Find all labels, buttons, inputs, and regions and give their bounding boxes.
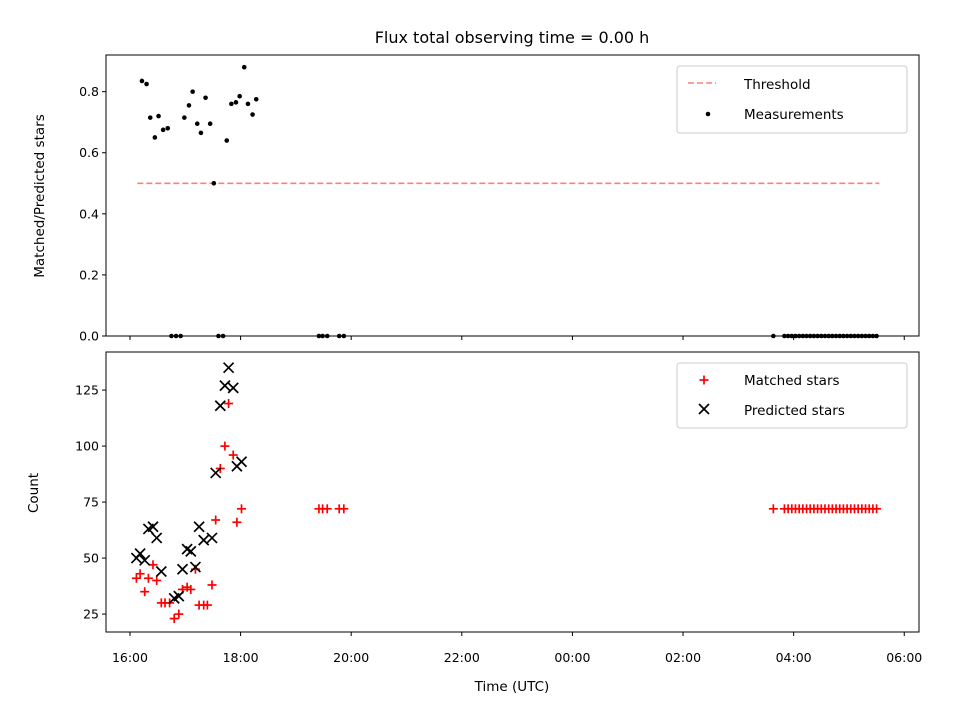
- top-y-tick-label: 0.8: [79, 84, 99, 99]
- matched-star-point: [152, 575, 162, 585]
- matched-star-point: [322, 504, 332, 514]
- bottom-axes-frame: [105, 351, 920, 633]
- predicted-star-point: [227, 382, 239, 394]
- measurement-point: [160, 127, 166, 133]
- bottom-axis-ticks: 25 50 75 100 125 16:00 18:00 20:00 22:00 00:00 02:…: [75, 383, 922, 665]
- bottom-x-tick-label: 02:00: [665, 650, 701, 665]
- predicted-star-point: [151, 532, 163, 544]
- matched-star-point: [202, 600, 212, 610]
- predicted-star-point: [214, 400, 226, 412]
- top-y-axis-label: Matched/Predicted stars: [32, 114, 48, 277]
- bottom-x-tick-label: 16:00: [112, 650, 148, 665]
- matched-star-point: [169, 614, 179, 624]
- predicted-star-point: [173, 590, 185, 602]
- measurement-point: [250, 112, 255, 117]
- measurement-point: [139, 78, 145, 84]
- matched-star-point: [232, 517, 242, 527]
- predicted-star-point: [219, 379, 231, 392]
- top-chart-title: Flux total observing time = 0.00 h: [375, 28, 650, 47]
- matched-star-point: [339, 504, 349, 514]
- measurement-point: [211, 180, 217, 186]
- bottom-x-tick-label: 04:00: [776, 650, 812, 665]
- top-y-tick-label: 0.4: [79, 206, 99, 221]
- matched-star-point: [143, 573, 153, 583]
- top-axes-frame: [105, 54, 920, 337]
- top-y-tick-label: 0.2: [79, 267, 99, 282]
- top-y-tick-label: 0.0: [79, 329, 99, 344]
- bottom-x-tick-label: 18:00: [223, 650, 259, 665]
- legend-predicted-marker: [698, 403, 710, 415]
- bottom-x-tick-label: 20:00: [333, 650, 369, 665]
- predicted-star-point: [189, 561, 202, 573]
- top-axis-ticks: 0.0 0.2 0.4 0.6 0.8: [79, 84, 905, 344]
- measurement-point: [147, 115, 153, 120]
- measurement-point: [165, 126, 171, 131]
- matched-star-point: [174, 609, 184, 619]
- legend-threshold-label: Threshold: [743, 77, 811, 93]
- top-y-tick-label: 0.6: [79, 145, 99, 160]
- measurement-point: [233, 100, 239, 105]
- measurement-point: [224, 138, 230, 143]
- bottom-y-tick-label: 125: [75, 383, 99, 398]
- matched-star-point: [237, 504, 246, 514]
- predicted-star-point: [206, 532, 218, 544]
- measurement-point: [237, 93, 242, 99]
- legend-predicted-label: Predicted stars: [744, 403, 845, 419]
- legend-matched-label: Matched stars: [744, 373, 840, 389]
- measurement-point: [194, 121, 200, 127]
- measurement-point: [241, 64, 247, 70]
- measurement-point: [229, 101, 234, 107]
- matched-star-point: [220, 441, 230, 451]
- predicted-star-point: [147, 521, 159, 533]
- matched-star-point: [228, 450, 238, 460]
- legend-matched-marker: [699, 375, 709, 385]
- measurement-point: [182, 115, 187, 120]
- measurement-point: [190, 89, 195, 94]
- bottom-y-axis-label: Count: [26, 473, 42, 513]
- bottom-y-tick-label: 50: [83, 551, 99, 566]
- top-legend-box: [676, 65, 908, 134]
- measurement-point: [144, 81, 149, 87]
- measurement-point: [207, 121, 213, 127]
- measurement-point: [152, 135, 158, 140]
- predicted-star-point: [176, 563, 189, 575]
- bottom-x-tick-label: 22:00: [444, 650, 480, 665]
- matched-star-point: [186, 584, 196, 594]
- bottom-y-tick-label: 100: [75, 439, 99, 454]
- measurement-point: [253, 96, 259, 102]
- measurement-point: [245, 101, 251, 107]
- measurement-point: [156, 113, 161, 119]
- matched-star-point: [768, 504, 778, 514]
- predicted-star-point: [155, 565, 167, 578]
- bottom-plot-marks: [130, 362, 882, 624]
- bottom-y-tick-label: 75: [83, 495, 99, 510]
- bottom-x-axis-label: Time (UTC): [474, 679, 550, 695]
- matched-star-point: [135, 569, 145, 579]
- predicted-star-point: [193, 521, 205, 533]
- predicted-star-point: [222, 362, 235, 374]
- bottom-x-tick-label: 06:00: [886, 650, 922, 665]
- matched-star-point: [872, 504, 882, 514]
- top-legend: Threshold Measurements: [676, 65, 908, 134]
- matched-star-point: [207, 580, 217, 590]
- measurement-point: [203, 95, 208, 101]
- bottom-legend: Matched stars Predicted stars: [676, 362, 908, 429]
- measurement-point: [186, 103, 192, 108]
- predicted-star-point: [210, 467, 222, 479]
- predicted-star-point: [198, 534, 210, 546]
- matched-star-point: [140, 587, 150, 597]
- bottom-x-tick-label: 00:00: [554, 650, 590, 665]
- predicted-star-point: [185, 545, 197, 557]
- legend-measurements-marker: [705, 111, 711, 117]
- matched-star-point: [224, 399, 234, 409]
- predicted-star-point: [235, 456, 248, 468]
- matched-star-point: [211, 515, 221, 525]
- measurement-point: [198, 130, 204, 136]
- bottom-y-tick-label: 25: [83, 607, 99, 622]
- predicted-star-point: [134, 547, 146, 560]
- legend-measurements-label: Measurements: [744, 107, 844, 123]
- predicted-star-point: [139, 554, 151, 566]
- bottom-legend-box: [676, 362, 908, 429]
